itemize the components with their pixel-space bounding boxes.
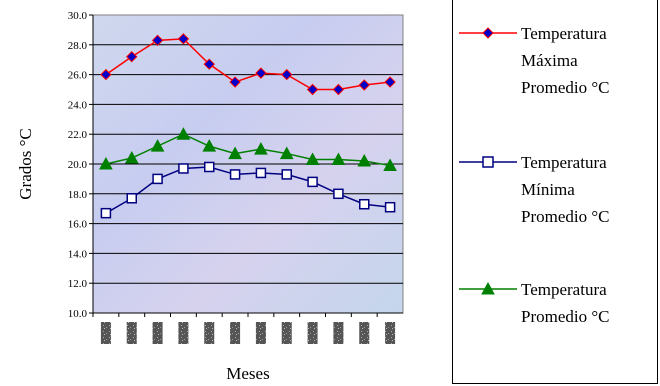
x-tick-label xyxy=(385,322,396,344)
data-point xyxy=(177,33,190,45)
x-tick-label xyxy=(307,322,318,344)
data-point xyxy=(100,207,112,219)
series-group xyxy=(99,33,397,219)
data-point xyxy=(359,198,370,210)
data-point xyxy=(99,156,113,170)
x-tick-label xyxy=(333,322,344,344)
data-point xyxy=(126,51,138,63)
x-axis-title: Meses xyxy=(226,364,269,383)
y-tick-label: 28.0 xyxy=(68,40,88,52)
x-tick-label xyxy=(126,322,137,344)
legend-symbol-min xyxy=(459,156,517,168)
data-point xyxy=(124,150,139,164)
y-axis-title: Grados °C xyxy=(16,128,35,200)
legend: Temperatura Máxima Promedio °C Temperatu… xyxy=(452,0,658,384)
data-point xyxy=(229,169,241,180)
y-tick-label: 20.0 xyxy=(68,159,88,171)
legend-symbol-max xyxy=(459,27,517,39)
data-point xyxy=(100,68,112,81)
data-point xyxy=(333,188,344,200)
y-tick-label: 14.0 xyxy=(68,248,88,260)
y-tick-label: 18.0 xyxy=(68,189,88,201)
legend-label-min: Temperatura Mínima Promedio °C xyxy=(521,153,610,226)
legend-symbol-avg xyxy=(459,281,517,295)
data-point xyxy=(384,201,396,213)
data-point xyxy=(126,193,137,204)
data-point xyxy=(152,173,163,185)
x-tick-label xyxy=(100,322,111,344)
data-point xyxy=(255,67,267,79)
data-point xyxy=(204,161,215,173)
data-point xyxy=(384,76,396,88)
y-tick-label: 26.0 xyxy=(68,70,88,82)
series-2 xyxy=(99,127,397,171)
data-point xyxy=(357,153,372,167)
x-tick-label xyxy=(281,322,292,344)
data-point xyxy=(305,152,320,166)
x-axis-ticks xyxy=(92,313,396,344)
y-tick-label: 16.0 xyxy=(68,219,88,231)
data-point xyxy=(202,139,217,152)
x-tick-label xyxy=(204,322,215,344)
y-tick-label: 30.0 xyxy=(68,10,88,22)
series-0 xyxy=(100,33,396,96)
data-point xyxy=(150,139,165,152)
data-point xyxy=(151,34,164,47)
data-point xyxy=(178,163,189,174)
data-point xyxy=(279,146,294,160)
data-point xyxy=(383,158,397,171)
data-point xyxy=(255,167,267,179)
data-point xyxy=(306,83,319,96)
x-tick-label xyxy=(152,322,163,344)
y-tick-label: 10.0 xyxy=(68,308,88,320)
data-point xyxy=(281,68,293,81)
data-point xyxy=(332,83,345,96)
y-tick-label: 24.0 xyxy=(68,99,88,111)
legend-label-max: Temperatura Máxima Promedio °C xyxy=(521,24,610,97)
data-point xyxy=(307,176,318,188)
x-tick-label xyxy=(178,322,189,344)
y-tick-label: 22.0 xyxy=(68,129,88,141)
x-tick-label xyxy=(230,322,241,344)
data-point xyxy=(254,142,268,155)
y-tick-label: 12.0 xyxy=(68,278,88,290)
series-1 xyxy=(100,161,396,219)
data-point xyxy=(331,152,346,166)
x-tick-label xyxy=(359,322,370,344)
x-tick-label xyxy=(255,322,266,344)
data-point xyxy=(176,127,191,140)
data-point xyxy=(358,79,370,91)
legend-label-avg: Temperatura Promedio °C xyxy=(521,280,610,326)
chart: 10.0 12.0 14.0 16.0 18.0 20.0 22.0 24.0 26.0 28.0… xyxy=(16,10,404,383)
data-point xyxy=(229,76,241,88)
data-point xyxy=(281,169,292,180)
data-point xyxy=(203,58,215,70)
gridlines xyxy=(93,44,403,284)
data-point xyxy=(228,146,242,160)
